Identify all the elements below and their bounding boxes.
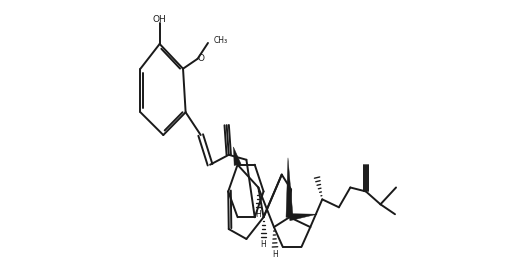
Polygon shape: [286, 158, 293, 217]
Polygon shape: [233, 147, 241, 166]
Text: H: H: [272, 250, 278, 259]
Text: CH₃: CH₃: [213, 37, 227, 45]
Text: OH: OH: [153, 15, 167, 24]
Polygon shape: [289, 214, 317, 221]
Text: H: H: [260, 240, 266, 249]
Text: O: O: [198, 54, 205, 63]
Text: H: H: [256, 210, 261, 219]
